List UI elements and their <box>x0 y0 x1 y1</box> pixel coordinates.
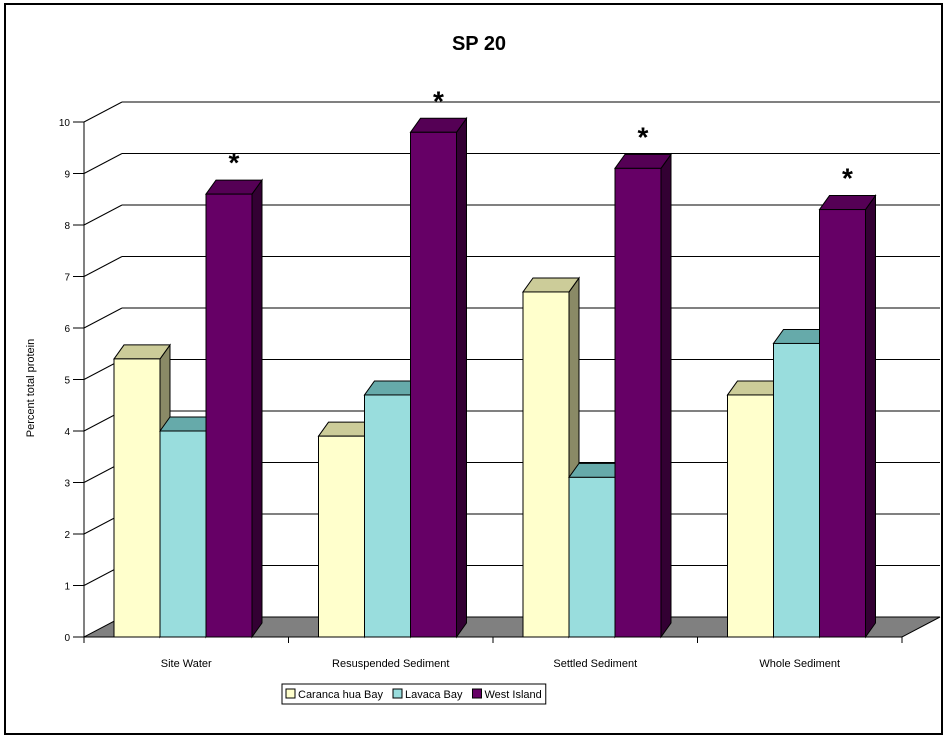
text-layer: SP 20 Percent total protein 0 1 2 3 4 5 6 7 8 9 10… <box>25 33 853 670</box>
bars-layer <box>113 116 877 639</box>
bar <box>159 430 207 638</box>
bar-top <box>205 179 263 195</box>
legend-label: West Island <box>484 689 541 701</box>
y-tick-label: 5 <box>64 376 70 387</box>
bar-top <box>818 195 877 211</box>
bar <box>113 358 161 638</box>
bar-top <box>409 117 468 133</box>
y-axis-label: Percent total protein <box>25 339 37 437</box>
significance-marker: * <box>229 147 240 178</box>
bar <box>819 209 866 638</box>
bar <box>727 394 774 638</box>
gridline-side <box>83 307 123 329</box>
legend-label: Lavaca Bay <box>405 689 463 701</box>
y-tick-label: 1 <box>64 582 70 593</box>
bar <box>614 167 662 638</box>
bar-top <box>113 344 171 360</box>
x-tick-label: Settled Sediment <box>553 658 637 670</box>
bar-side <box>456 116 467 639</box>
bar <box>522 291 570 638</box>
gridline-side <box>83 101 123 123</box>
bar <box>318 435 365 638</box>
legend-label: Caranca hua Bay <box>298 689 383 701</box>
significance-marker: * <box>842 163 853 194</box>
y-tick-label: 8 <box>64 221 70 232</box>
bar <box>410 131 457 638</box>
bar-side <box>251 178 263 639</box>
bar-top <box>522 277 580 293</box>
bar <box>773 342 820 638</box>
gridline-side <box>83 256 123 277</box>
y-tick-label: 2 <box>64 530 70 541</box>
x-tick-label: Resuspended Sediment <box>332 658 449 670</box>
legend: Caranca hua Bay Lavaca Bay West Island <box>281 683 547 705</box>
bar <box>364 394 411 638</box>
legend-swatch <box>285 688 296 699</box>
y-tick-label: 0 <box>64 633 70 644</box>
legend-swatch <box>471 688 482 699</box>
bar-side <box>660 152 672 639</box>
x-tick-label: Whole Sediment <box>759 658 840 670</box>
gridline-side <box>83 204 123 226</box>
x-tick-label: Site Water <box>161 658 212 670</box>
y-tick-label: 3 <box>64 479 70 490</box>
significance-marker: * <box>433 85 444 116</box>
y-tick-label: 4 <box>64 427 70 438</box>
bar <box>568 476 616 638</box>
y-tick-label: 6 <box>64 324 70 335</box>
chart-title: SP 20 <box>452 33 506 55</box>
bar-side <box>865 193 876 639</box>
bar-top <box>614 153 672 169</box>
bar <box>205 193 253 638</box>
y-tick-label: 9 <box>64 170 70 181</box>
legend-swatch <box>392 688 403 699</box>
gridline-side <box>83 153 123 174</box>
y-tick-label: 7 <box>64 273 70 284</box>
significance-marker: * <box>638 121 649 152</box>
y-tick-label: 10 <box>59 118 71 129</box>
